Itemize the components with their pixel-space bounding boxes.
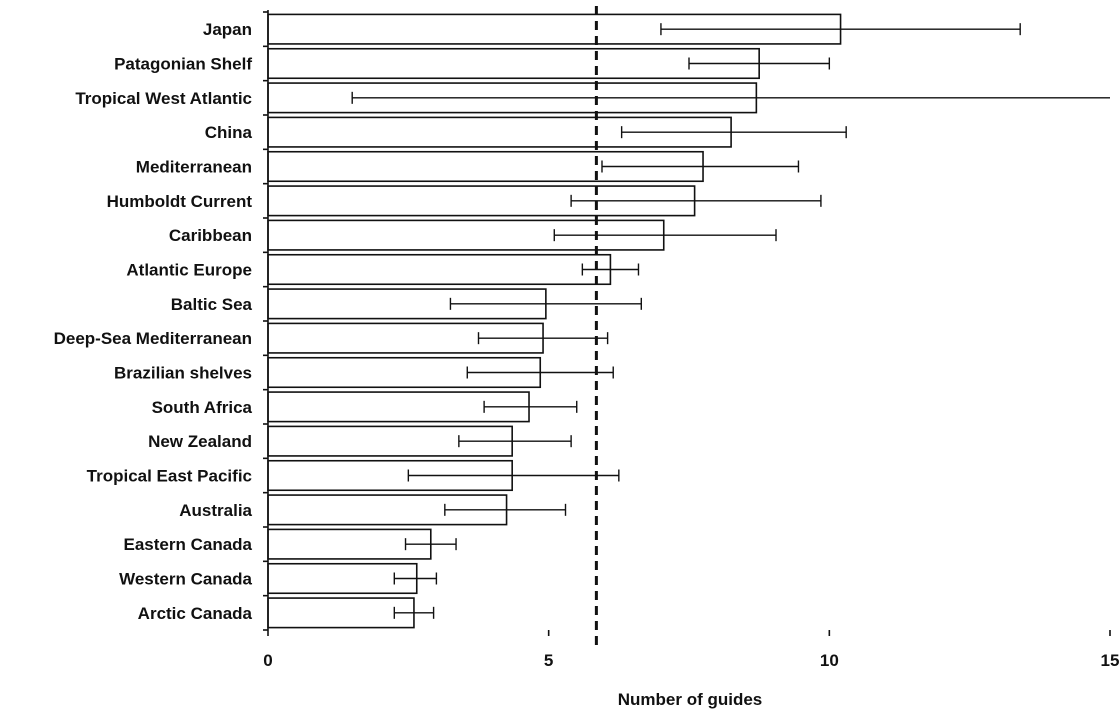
category-label: Humboldt Current — [107, 192, 253, 211]
category-label: Baltic Sea — [171, 295, 253, 314]
x-tick-label: 5 — [544, 651, 553, 670]
bars-layer — [267, 13, 842, 629]
x-axis-title: Number of guides — [618, 690, 763, 709]
category-label: Atlantic Europe — [126, 261, 252, 280]
category-labels-layer: Japan Patagonian Shelf Tropical West Atlan… — [54, 20, 253, 623]
bar — [267, 597, 415, 629]
error-bars-layer — [351, 23, 1110, 619]
category-label: Japan — [203, 20, 252, 39]
category-label: Tropical East Pacific — [87, 467, 252, 486]
category-label: Deep-Sea Mediterranean — [54, 329, 252, 348]
bar — [267, 47, 760, 80]
bar — [267, 253, 612, 286]
category-label: Arctic Canada — [138, 604, 253, 623]
bar — [267, 528, 432, 560]
category-label: China — [205, 123, 253, 142]
x-tick-label: 10 — [820, 651, 839, 670]
category-label: Mediterranean — [136, 158, 252, 177]
category-label: Brazilian shelves — [114, 364, 252, 383]
category-label: South Africa — [152, 398, 253, 417]
axis-layer: 0 5 10 15 — [263, 10, 1119, 670]
category-label: Tropical West Atlantic — [75, 89, 252, 108]
category-label: Caribbean — [169, 226, 252, 245]
x-tick-label: 0 — [263, 651, 272, 670]
category-label: Eastern Canada — [124, 535, 253, 554]
category-label: Western Canada — [119, 570, 252, 589]
category-label: New Zealand — [148, 432, 252, 451]
category-label: Australia — [179, 501, 252, 520]
x-tick-label: 15 — [1101, 651, 1119, 670]
category-label: Patagonian Shelf — [114, 55, 252, 74]
